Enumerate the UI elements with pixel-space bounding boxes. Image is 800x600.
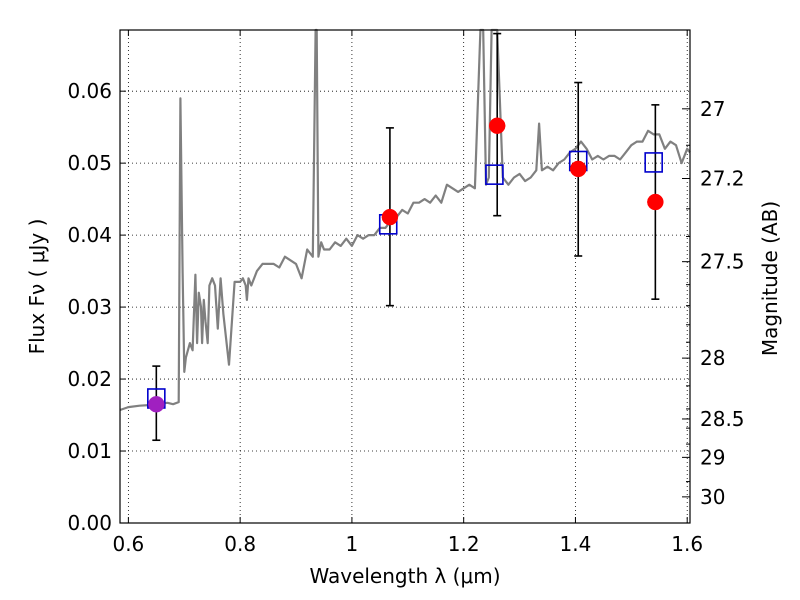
right-tick-label: 27.2 bbox=[700, 167, 745, 191]
x-tick-label: 1 bbox=[346, 532, 359, 556]
x-tick-label: 0.6 bbox=[112, 532, 144, 556]
observed-photometry-layer bbox=[148, 117, 664, 413]
right-axis-title: Magnitude (AB) bbox=[758, 201, 782, 356]
observed-photometry-point bbox=[569, 160, 587, 178]
right-tick-labels: 27 27.2 27.5 28 28.5 29 30 bbox=[700, 97, 745, 509]
y-tick-label: 0.03 bbox=[67, 295, 112, 319]
plot-frame bbox=[119, 29, 691, 524]
y-tick-labels: 0.00 0.01 0.02 0.03 0.04 0.05 0.06 bbox=[67, 79, 112, 535]
right-tick-label: 28 bbox=[700, 346, 725, 370]
tick-marks bbox=[120, 30, 690, 524]
x-tick-label: 1.6 bbox=[671, 532, 703, 556]
y-tick-label: 0.01 bbox=[67, 439, 112, 463]
model-photometry-square bbox=[485, 164, 504, 185]
observed-photometry-point bbox=[647, 193, 664, 211]
x-axis-title: Wavelength λ (μm) bbox=[309, 564, 500, 588]
spectrum-layer bbox=[119, 28, 691, 412]
x-tick-label: 0.8 bbox=[224, 532, 256, 556]
model-photometry-square bbox=[644, 152, 663, 173]
y-tick-label: 0.04 bbox=[67, 223, 112, 247]
right-tick-label: 27.5 bbox=[700, 250, 745, 274]
right-tick-label: 27 bbox=[700, 97, 725, 121]
grid-lines bbox=[120, 30, 690, 523]
right-tick-label: 28.5 bbox=[700, 407, 745, 431]
x-tick-label: 1.2 bbox=[448, 532, 480, 556]
observed-photometry-point bbox=[381, 208, 399, 226]
right-tick-label: 30 bbox=[700, 485, 725, 509]
observed-photometry-point bbox=[488, 117, 506, 134]
y-tick-label: 0.02 bbox=[67, 367, 112, 391]
x-tick-labels: 0.6 0.8 1 1.2 1.4 1.6 bbox=[112, 532, 703, 556]
y-tick-label: 0.06 bbox=[67, 79, 112, 103]
spectrum-line bbox=[119, 28, 691, 412]
x-tick-label: 1.4 bbox=[560, 532, 592, 556]
y-tick-label: 0.00 bbox=[67, 511, 112, 535]
right-tick-label: 29 bbox=[700, 445, 725, 469]
y-axis-title: Flux Fν ( μJy ) bbox=[25, 219, 49, 355]
model-photometry-layer bbox=[147, 150, 663, 409]
y-tick-label: 0.05 bbox=[67, 151, 112, 175]
observed-photometry-point bbox=[148, 395, 165, 413]
